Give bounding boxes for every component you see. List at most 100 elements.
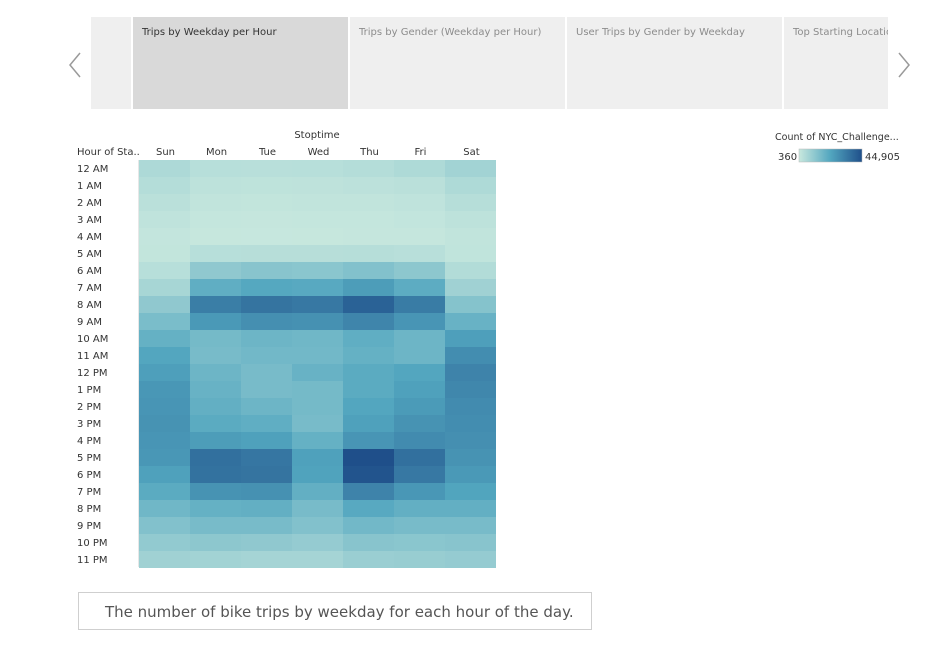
heatmap-cell[interactable] [241, 347, 292, 364]
heatmap-cell[interactable] [241, 483, 292, 500]
heatmap-cell[interactable] [139, 211, 190, 228]
heatmap-cell[interactable] [139, 177, 190, 194]
heatmap-cell[interactable] [292, 364, 343, 381]
heatmap-cell[interactable] [394, 245, 445, 262]
heatmap-cell[interactable] [292, 449, 343, 466]
heatmap-cell[interactable] [343, 364, 394, 381]
heatmap-cell[interactable] [241, 330, 292, 347]
heatmap-cell[interactable] [241, 466, 292, 483]
heatmap-cell[interactable] [241, 534, 292, 551]
heatmap-cell[interactable] [139, 245, 190, 262]
story-tab-trips-by-gender[interactable]: Trips by Gender (Weekday per Hour) [350, 17, 565, 109]
heatmap-cell[interactable] [445, 517, 496, 534]
heatmap-cell[interactable] [139, 262, 190, 279]
heatmap-cell[interactable] [343, 296, 394, 313]
heatmap-cell[interactable] [292, 551, 343, 568]
heatmap-cell[interactable] [292, 415, 343, 432]
heatmap-cell[interactable] [241, 551, 292, 568]
heatmap-cell[interactable] [394, 449, 445, 466]
heatmap-cell[interactable] [190, 432, 241, 449]
story-tab-top-starting-locations[interactable]: Top Starting Locatio [784, 17, 888, 109]
heatmap-cell[interactable] [394, 398, 445, 415]
heatmap-cell[interactable] [394, 466, 445, 483]
heatmap-cell[interactable] [394, 517, 445, 534]
heatmap-cell[interactable] [190, 534, 241, 551]
heatmap-cell[interactable] [394, 551, 445, 568]
heatmap-cell[interactable] [190, 262, 241, 279]
heatmap-cell[interactable] [445, 211, 496, 228]
heatmap-cell[interactable] [190, 449, 241, 466]
heatmap-cell[interactable] [343, 466, 394, 483]
heatmap-cell[interactable] [445, 313, 496, 330]
heatmap-cell[interactable] [139, 500, 190, 517]
heatmap-cell[interactable] [241, 296, 292, 313]
heatmap-cell[interactable] [139, 432, 190, 449]
heatmap-cell[interactable] [394, 262, 445, 279]
heatmap-cell[interactable] [190, 177, 241, 194]
heatmap-cell[interactable] [190, 330, 241, 347]
heatmap-cell[interactable] [343, 177, 394, 194]
heatmap-cell[interactable] [394, 415, 445, 432]
heatmap-cell[interactable] [292, 483, 343, 500]
next-story-button[interactable] [893, 50, 913, 80]
heatmap-cell[interactable] [394, 211, 445, 228]
heatmap-cell[interactable] [292, 228, 343, 245]
heatmap-cell[interactable] [445, 245, 496, 262]
heatmap-cell[interactable] [292, 347, 343, 364]
heatmap-cell[interactable] [241, 364, 292, 381]
heatmap-cell[interactable] [445, 160, 496, 177]
heatmap-cell[interactable] [292, 177, 343, 194]
heatmap-cell[interactable] [139, 279, 190, 296]
heatmap-cell[interactable] [190, 500, 241, 517]
heatmap-cell[interactable] [292, 381, 343, 398]
heatmap-cell[interactable] [343, 517, 394, 534]
heatmap-cell[interactable] [394, 313, 445, 330]
heatmap-cell[interactable] [139, 313, 190, 330]
heatmap-cell[interactable] [343, 551, 394, 568]
heatmap-cell[interactable] [394, 330, 445, 347]
heatmap-cell[interactable] [292, 296, 343, 313]
heatmap-cell[interactable] [241, 432, 292, 449]
heatmap-cell[interactable] [241, 313, 292, 330]
heatmap-cell[interactable] [445, 534, 496, 551]
heatmap-cell[interactable] [445, 296, 496, 313]
heatmap-cell[interactable] [190, 551, 241, 568]
heatmap-cell[interactable] [343, 500, 394, 517]
heatmap-cell[interactable] [190, 194, 241, 211]
heatmap-cell[interactable] [241, 500, 292, 517]
heatmap-cell[interactable] [139, 551, 190, 568]
heatmap-cell[interactable] [139, 534, 190, 551]
heatmap-cell[interactable] [343, 279, 394, 296]
heatmap-cell[interactable] [445, 398, 496, 415]
heatmap-cell[interactable] [190, 279, 241, 296]
heatmap-cell[interactable] [343, 381, 394, 398]
heatmap-cell[interactable] [445, 449, 496, 466]
heatmap-cell[interactable] [292, 330, 343, 347]
heatmap-cell[interactable] [139, 449, 190, 466]
heatmap-cell[interactable] [445, 330, 496, 347]
heatmap-cell[interactable] [292, 517, 343, 534]
heatmap-cell[interactable] [139, 466, 190, 483]
heatmap-cell[interactable] [445, 432, 496, 449]
heatmap-cell[interactable] [343, 347, 394, 364]
heatmap-cell[interactable] [292, 245, 343, 262]
heatmap-cell[interactable] [139, 415, 190, 432]
heatmap-cell[interactable] [343, 262, 394, 279]
heatmap-cell[interactable] [292, 279, 343, 296]
heatmap-cell[interactable] [394, 177, 445, 194]
heatmap-cell[interactable] [445, 347, 496, 364]
heatmap-cell[interactable] [139, 228, 190, 245]
heatmap-cell[interactable] [394, 483, 445, 500]
heatmap-cell[interactable] [343, 245, 394, 262]
heatmap-cell[interactable] [241, 262, 292, 279]
heatmap-cell[interactable] [445, 279, 496, 296]
heatmap-cell[interactable] [241, 245, 292, 262]
heatmap-cell[interactable] [343, 432, 394, 449]
heatmap-cell[interactable] [292, 313, 343, 330]
heatmap-cell[interactable] [343, 330, 394, 347]
heatmap-cell[interactable] [445, 483, 496, 500]
heatmap-cell[interactable] [394, 347, 445, 364]
heatmap-cell[interactable] [343, 194, 394, 211]
heatmap-cell[interactable] [394, 500, 445, 517]
heatmap-cell[interactable] [343, 160, 394, 177]
